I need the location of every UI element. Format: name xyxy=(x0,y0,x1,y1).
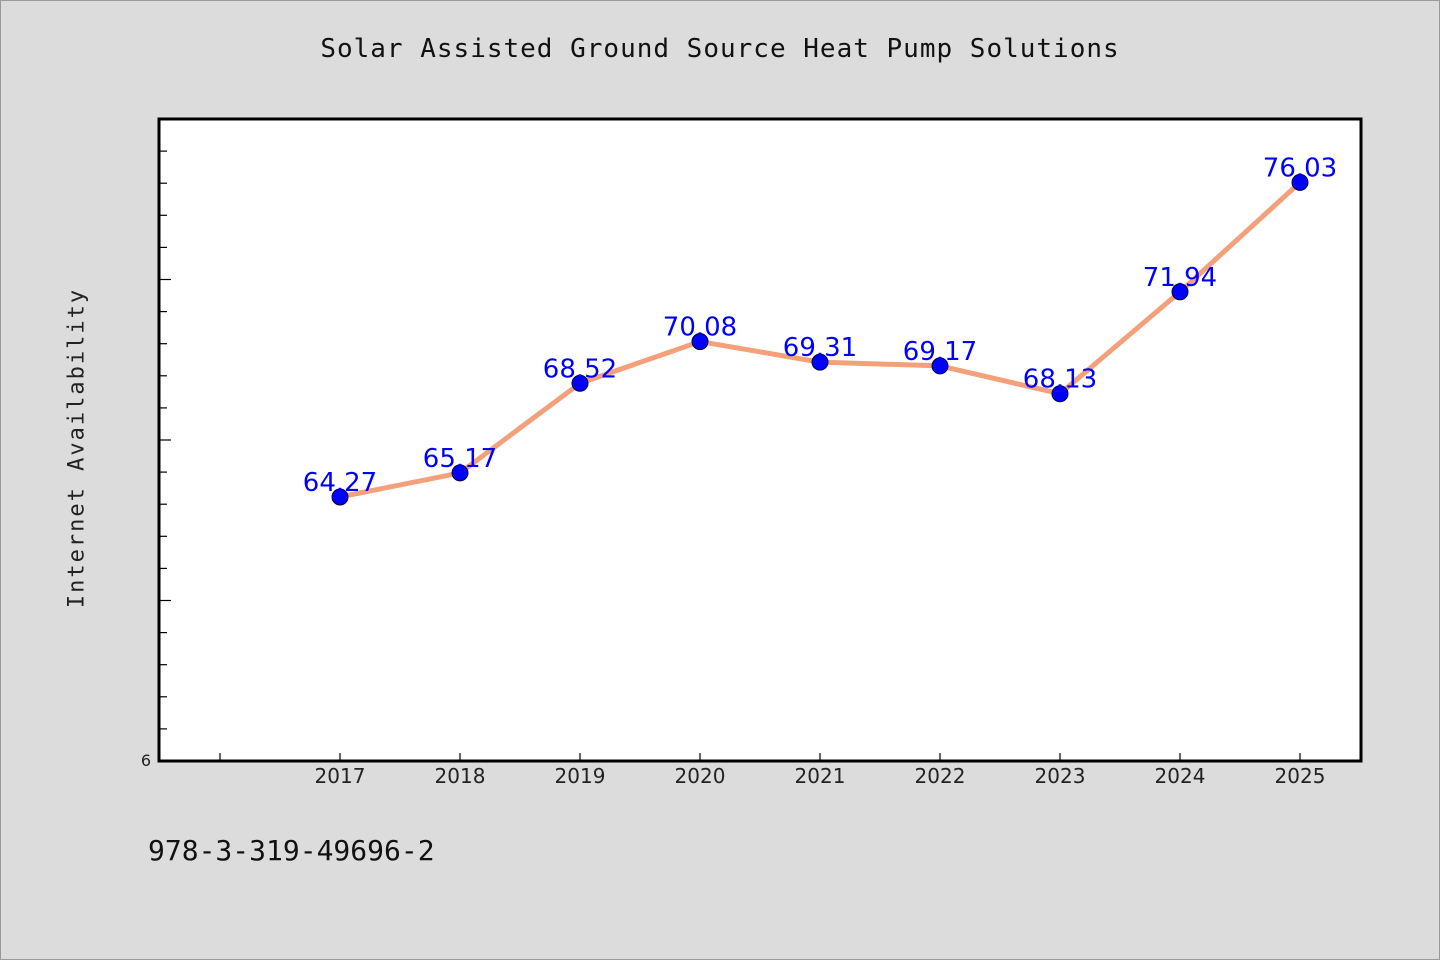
data-point xyxy=(931,357,949,375)
x-tick-label: 2025 xyxy=(1275,764,1326,788)
data-labels-group: 64.27 65.17 68.52 70.08 69.31 69.17 68.13 71.94… xyxy=(303,153,1337,498)
plot-area xyxy=(157,117,1363,763)
x-tick-label: 2023 xyxy=(1035,764,1086,788)
x-tick-label: 2024 xyxy=(1155,764,1206,788)
data-point xyxy=(1051,385,1069,403)
data-point xyxy=(1171,283,1189,301)
data-label: 69.17 xyxy=(903,337,977,367)
markers-group xyxy=(331,173,1309,506)
data-label: 76.03 xyxy=(1263,153,1337,183)
data-label: 68.52 xyxy=(543,354,617,384)
data-point xyxy=(691,333,709,351)
y-axis-ticks: 6 xyxy=(141,150,171,770)
footer-code: 978-3-319-49696-2 xyxy=(148,834,435,867)
y-tick-label: 6 xyxy=(141,751,151,770)
x-tick-label: 2021 xyxy=(795,764,846,788)
data-label: 71.94 xyxy=(1143,263,1217,293)
data-point xyxy=(331,488,349,506)
x-axis-ticks: 2017 2018 2019 2020 2021 2022 2023 2024 2025 xyxy=(219,753,1326,788)
data-label: 70.08 xyxy=(663,313,737,343)
data-label: 65.17 xyxy=(423,444,497,474)
x-tick-label: 2019 xyxy=(555,764,606,788)
data-point xyxy=(451,464,469,482)
chart-title: Solar Assisted Ground Source Heat Pump S… xyxy=(320,34,1120,64)
x-tick-label: 2017 xyxy=(315,764,366,788)
data-point xyxy=(1291,173,1309,191)
data-point xyxy=(811,353,829,371)
data-label: 69.31 xyxy=(783,333,857,363)
data-label: 64.27 xyxy=(303,468,377,498)
data-point xyxy=(571,374,589,392)
x-tick-label: 2018 xyxy=(435,764,486,788)
x-tick-label: 2020 xyxy=(675,764,726,788)
data-label: 68.13 xyxy=(1023,365,1097,395)
x-tick-label: 2022 xyxy=(915,764,966,788)
